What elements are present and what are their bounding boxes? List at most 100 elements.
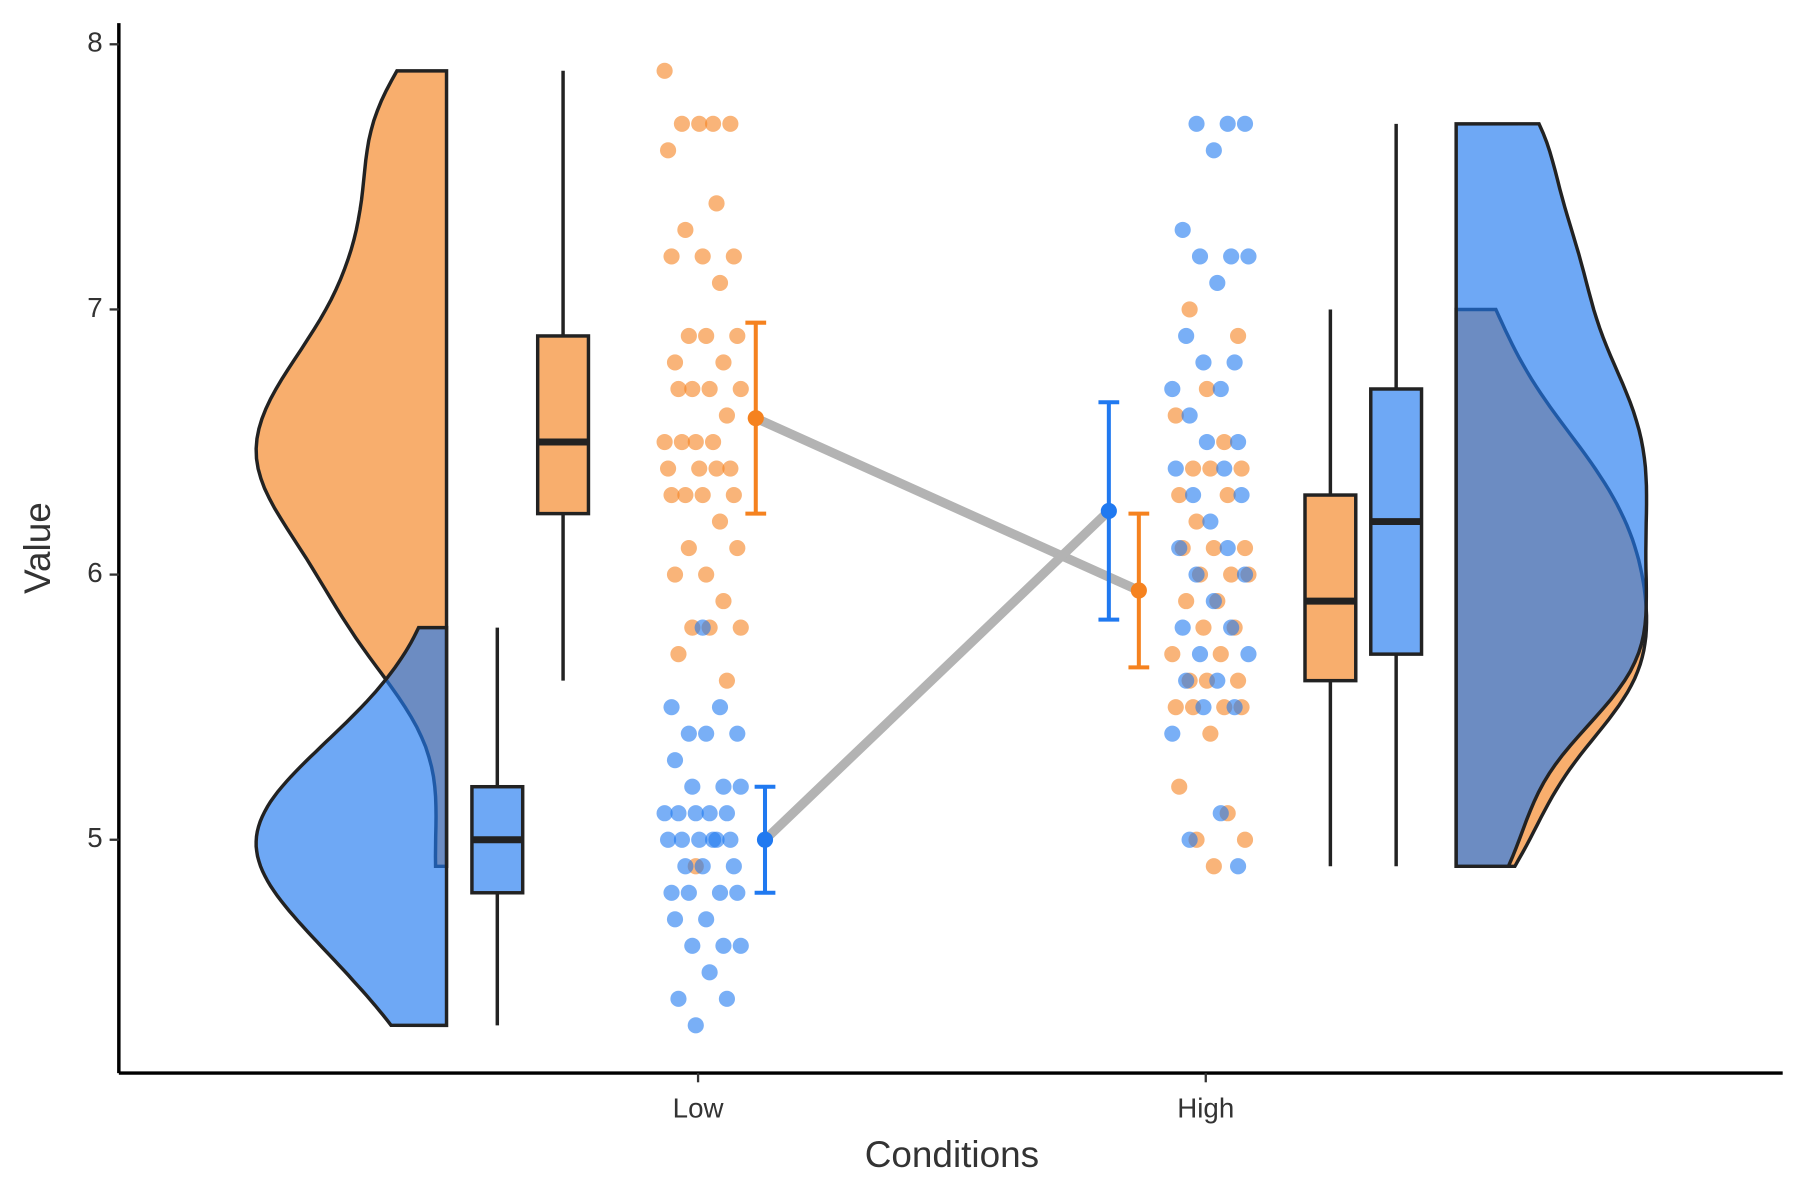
point [1212,380,1229,398]
point [725,248,742,265]
point [1202,513,1219,530]
point [666,752,684,769]
point [1181,831,1198,848]
point [694,619,711,636]
point [673,115,690,132]
point [1230,858,1247,875]
point [732,778,749,795]
point [1219,486,1236,504]
mean-point [1130,582,1147,599]
point [1219,115,1236,132]
point [1209,672,1226,689]
point [1185,486,1202,504]
point [677,221,694,238]
point [1223,619,1240,636]
point [660,142,677,159]
point [1236,831,1254,848]
point [711,699,729,716]
y-axis-title: Value [17,502,58,594]
point [1185,460,1202,477]
point [1164,646,1181,663]
point [660,831,677,848]
point [677,858,694,875]
mean-line [753,413,1141,595]
point [698,725,715,742]
x-axis-title: Conditions [865,1134,1039,1175]
point [684,380,701,398]
mean-point [756,831,774,848]
mean-line [761,507,1113,844]
point [1226,699,1243,716]
point [1202,460,1219,477]
point [1198,433,1215,451]
point [666,566,684,583]
point [673,831,690,848]
density [1454,122,1649,869]
point [705,433,722,451]
point [715,593,732,610]
point [1212,805,1229,822]
point [684,937,701,954]
point [729,540,746,557]
point [670,805,687,822]
point [722,115,739,132]
point [1188,566,1205,583]
point [725,858,742,875]
point [715,778,732,795]
point [711,513,729,530]
point [1167,460,1184,477]
point [698,911,715,928]
point [1219,540,1236,557]
point [1178,672,1195,689]
point [691,831,708,848]
point [1181,407,1198,424]
point [1233,486,1250,504]
y-tick-label: 6 [87,557,102,588]
point [687,805,704,822]
point [1236,566,1254,583]
point [670,990,687,1007]
point [1226,354,1243,371]
point [1181,301,1198,318]
point [1236,115,1254,132]
point [656,62,673,79]
point [701,964,718,981]
point [701,380,718,398]
x-tick-label: Low [673,1092,725,1123]
point [663,248,680,265]
point [732,380,749,398]
point [660,460,677,477]
mean-point [1100,502,1117,520]
point [684,778,701,795]
point [687,433,704,451]
point [711,884,729,901]
point [680,327,697,345]
point [1223,566,1240,583]
point [718,407,735,424]
point [680,725,697,742]
point [722,831,739,848]
point [1233,460,1250,477]
point [1171,540,1188,557]
point [1198,380,1215,398]
point [1188,115,1205,132]
point [1191,646,1209,663]
point [1240,248,1257,265]
point [673,433,690,451]
point [677,486,694,504]
point [1205,540,1222,557]
point [1209,274,1226,292]
point [1202,725,1219,742]
point [701,805,718,822]
point [663,699,680,716]
point [1216,433,1233,451]
point [722,460,739,477]
point [708,195,725,212]
point [1164,725,1181,742]
point [691,115,708,132]
point [670,380,687,398]
point [729,327,746,345]
point [718,805,735,822]
point [680,884,697,901]
